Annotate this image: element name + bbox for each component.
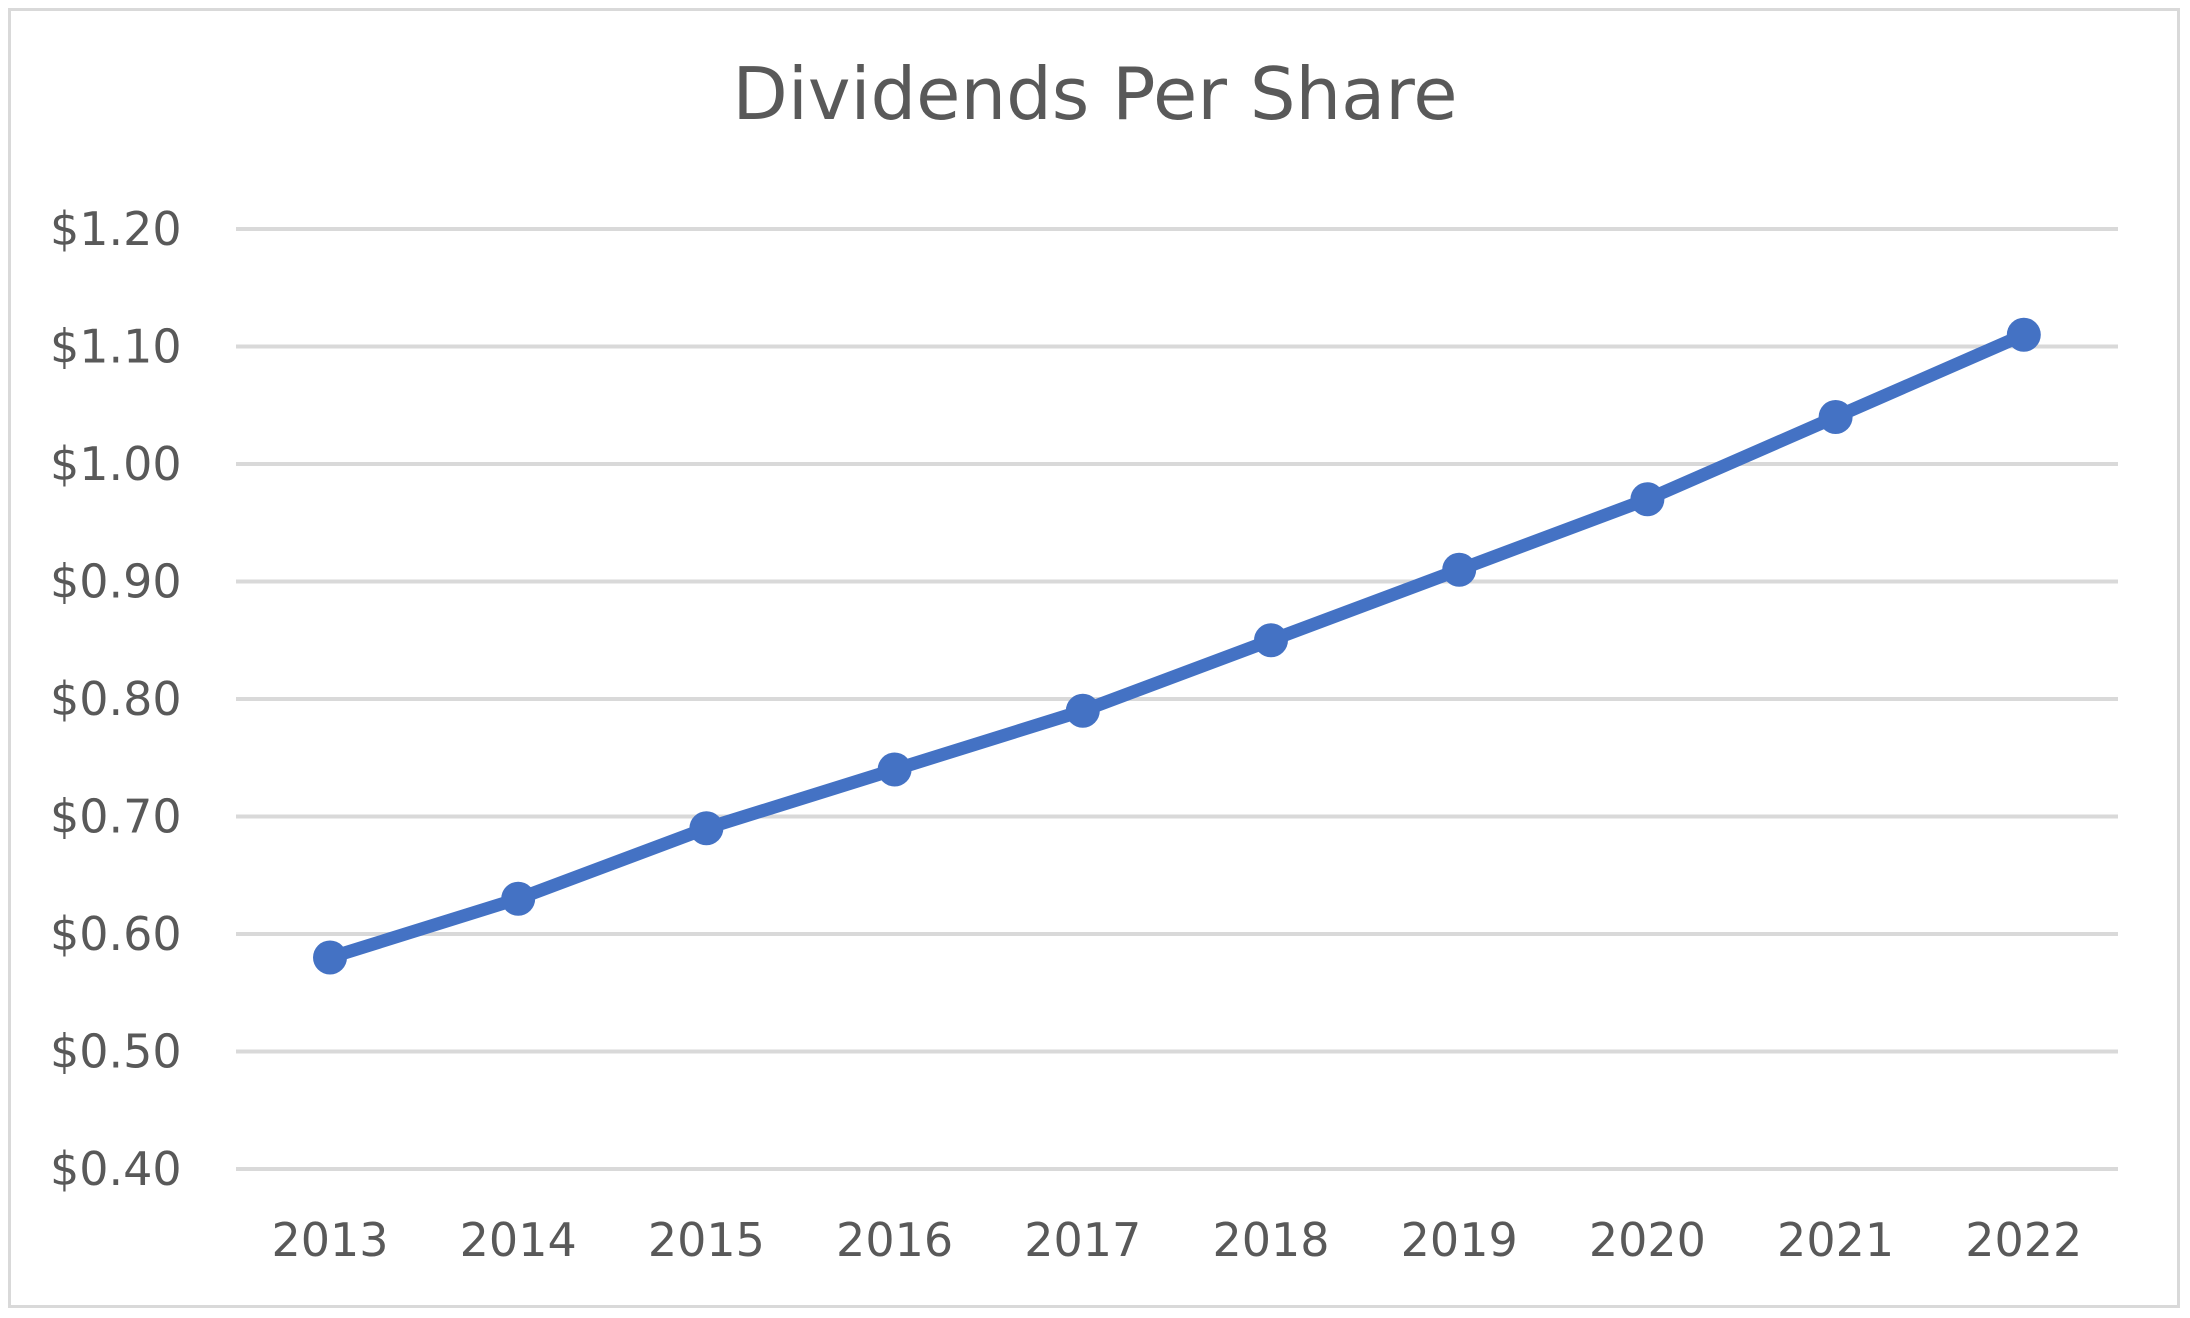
y-tick-label: $0.60 <box>50 907 182 961</box>
data-point-2019 <box>1442 552 1477 587</box>
x-tick-label: 2015 <box>648 1213 765 1267</box>
data-point-2022 <box>2006 317 2041 352</box>
y-tick-label: $0.40 <box>50 1142 182 1196</box>
data-point-2015 <box>689 811 724 846</box>
data-point-2021 <box>1818 400 1853 434</box>
data-point-2018 <box>1254 623 1288 658</box>
y-tick-label: $0.80 <box>50 672 182 726</box>
data-point-2014 <box>501 881 536 916</box>
data-point-2013 <box>313 940 347 975</box>
y-tick-label: $0.90 <box>50 555 182 609</box>
data-point-2017 <box>1065 693 1100 728</box>
data-point-2020 <box>1630 482 1665 517</box>
chart-title: Dividends Per Share <box>732 52 1458 136</box>
y-axis-tick-labels: $0.40 $0.50 $0.60 $0.70 $0.80 $0.90 $1.00 $1.10… <box>50 202 182 1196</box>
y-tick-label: $1.10 <box>50 320 182 374</box>
series-line <box>323 328 2031 964</box>
x-tick-label: 2017 <box>1024 1213 1141 1267</box>
chart-frame <box>8 8 2180 1308</box>
series-group <box>313 317 2041 975</box>
x-tick-label: 2013 <box>271 1213 388 1267</box>
x-tick-label: 2022 <box>1965 1213 2082 1267</box>
y-tick-label: $1.20 <box>50 202 182 256</box>
y-tick-label: $0.70 <box>50 790 182 844</box>
x-tick-label: 2016 <box>836 1213 953 1267</box>
x-axis-tick-labels: 2013 2014 2015 2016 2017 2018 2019 2020 2021 2022 <box>271 1213 2082 1267</box>
x-tick-label: 2019 <box>1401 1213 1518 1267</box>
x-tick-label: 2020 <box>1589 1213 1706 1267</box>
x-tick-label: 2018 <box>1212 1213 1329 1267</box>
y-tick-label: $0.50 <box>50 1025 182 1079</box>
x-tick-label: 2021 <box>1777 1213 1894 1267</box>
y-tick-label: $1.00 <box>50 437 182 491</box>
x-tick-label: 2014 <box>460 1213 577 1267</box>
data-point-2016 <box>877 752 912 787</box>
gridlines <box>236 227 2118 1171</box>
